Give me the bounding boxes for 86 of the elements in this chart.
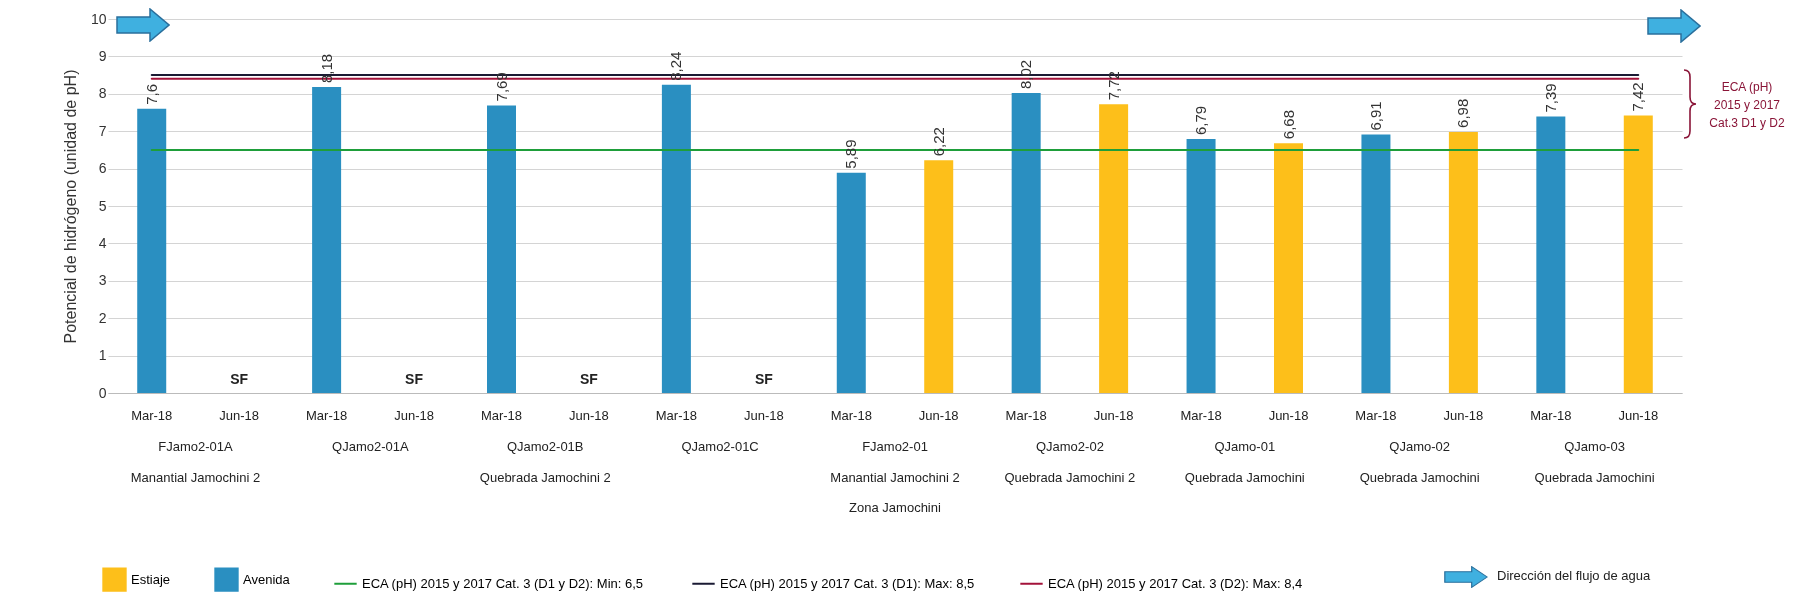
x-tick-label: Mar-18 <box>1530 407 1572 423</box>
data-label: 8,18 <box>317 53 335 84</box>
x-tick-label: Jun-18 <box>743 407 784 423</box>
x-tick-label: Jun-18 <box>1093 407 1134 423</box>
data-label: 7,6 <box>142 83 160 105</box>
y-tick-label: 3 <box>98 272 107 289</box>
y-tick-label: 4 <box>98 234 107 251</box>
text: Dirección del flujo de agua <box>1497 568 1651 583</box>
text: QJamo-02 <box>1389 439 1451 454</box>
y-tick-label: 7 <box>98 122 107 139</box>
x-tick-label: Jun-18 <box>1268 407 1309 423</box>
bar <box>137 108 167 393</box>
text: Manantial Jamochini 2 <box>130 470 261 485</box>
text: ECA (pH) 2015 y 2017 Cat.3 D1 y D2 <box>1709 80 1785 130</box>
x-tick-label: Mar-18 <box>306 407 348 423</box>
x-tick-label: Jun-18 <box>1443 407 1484 423</box>
text: Quebrada Jamochini 2 <box>479 470 611 485</box>
bar <box>836 172 866 393</box>
text: Quebrada Jamochini <box>1534 470 1655 485</box>
data-label: 7,39 <box>1541 83 1559 113</box>
text: FJamo2-01A <box>158 439 233 454</box>
bar <box>661 84 691 393</box>
text: QJamo-01 <box>1214 439 1276 454</box>
text: QJamo2-01C <box>681 439 759 454</box>
y-tick-label: 5 <box>98 197 107 214</box>
data-label: 7,42 <box>1629 82 1647 112</box>
data-label: 7,69 <box>492 72 510 102</box>
bar <box>1623 115 1653 393</box>
text: Quebrada Jamochini <box>1184 470 1305 485</box>
bar <box>487 105 516 393</box>
bar <box>1274 143 1303 393</box>
y-tick-label: 6 <box>98 160 107 177</box>
legend-label: ECA (pH) 2015 y 2017 Cat. 3 (D1): Max: 8,5 <box>720 575 975 591</box>
bar <box>1186 139 1216 393</box>
bar <box>1448 131 1478 393</box>
data-label: 8,02 <box>1017 59 1035 90</box>
x-tick-label: Jun-18 <box>394 407 434 423</box>
text: QJamo-03 <box>1564 439 1625 454</box>
x-tick-label: Jun-18 <box>1618 407 1659 423</box>
text: SF <box>230 371 249 387</box>
y-tick-label: 0 <box>98 384 107 401</box>
y-tick-label: 8 <box>98 85 107 102</box>
y-tick-label: 9 <box>98 47 107 64</box>
data-label: 7,72 <box>1104 71 1122 101</box>
bar <box>1536 116 1566 393</box>
text: SF <box>405 371 423 387</box>
bar <box>1099 104 1129 393</box>
data-label: 5,89 <box>842 139 860 169</box>
x-tick-label: Mar-18 <box>480 407 523 423</box>
y-tick-label: 2 <box>98 309 107 326</box>
x-tick-label: Mar-18 <box>655 407 697 423</box>
data-label: 6,98 <box>1454 98 1472 128</box>
legend-label: ECA (pH) 2015 y 2017 Cat. 3 (D2): Max: 8,4 <box>1048 575 1303 591</box>
text: Zona Jamochini <box>849 500 941 515</box>
text: QJamo2-01A <box>332 439 409 454</box>
data-label: 8,24 <box>667 51 685 81</box>
x-tick-label: Mar-18 <box>131 407 173 423</box>
text: SF <box>580 371 598 387</box>
text: SF <box>754 371 773 387</box>
text: Quebrada Jamochini <box>1359 470 1480 485</box>
x-tick-label: Jun-18 <box>569 407 609 423</box>
x-tick-label: Mar-18 <box>1355 407 1397 423</box>
data-label: 6,68 <box>1279 109 1297 140</box>
data-label: 6,22 <box>929 127 947 157</box>
data-label: 6,79 <box>1192 105 1210 136</box>
text: QJamo2-02 <box>1035 439 1104 454</box>
text: Quebrada Jamochini 2 <box>1004 470 1136 485</box>
x-tick-label: Jun-18 <box>918 407 959 423</box>
y-tick-label: 10 <box>90 10 107 27</box>
bar <box>312 87 342 393</box>
data-label: 6,91 <box>1366 101 1384 131</box>
bar <box>1361 134 1391 393</box>
y-tick-label: 1 <box>98 347 107 364</box>
x-tick-label: Mar-18 <box>1180 407 1222 423</box>
x-tick-label: Mar-18 <box>1005 407 1047 423</box>
text: Manantial Jamochini 2 <box>830 470 960 485</box>
legend-label: Estiaje <box>131 571 171 587</box>
x-tick-label: Jun-18 <box>219 407 260 423</box>
text: FJamo2-01 <box>862 439 928 454</box>
y-axis-title: Potencial de hidrógeno (unidad de pH) <box>61 69 79 344</box>
legend-label: Avenida <box>243 571 291 587</box>
bar <box>924 160 954 393</box>
legend-label: ECA (pH) 2015 y 2017 Cat. 3 (D1 y D2): Min: 6,5 <box>362 575 644 591</box>
x-tick-label: Mar-18 <box>830 407 872 423</box>
text: QJamo2-01B <box>506 439 584 454</box>
bar <box>1011 93 1041 393</box>
